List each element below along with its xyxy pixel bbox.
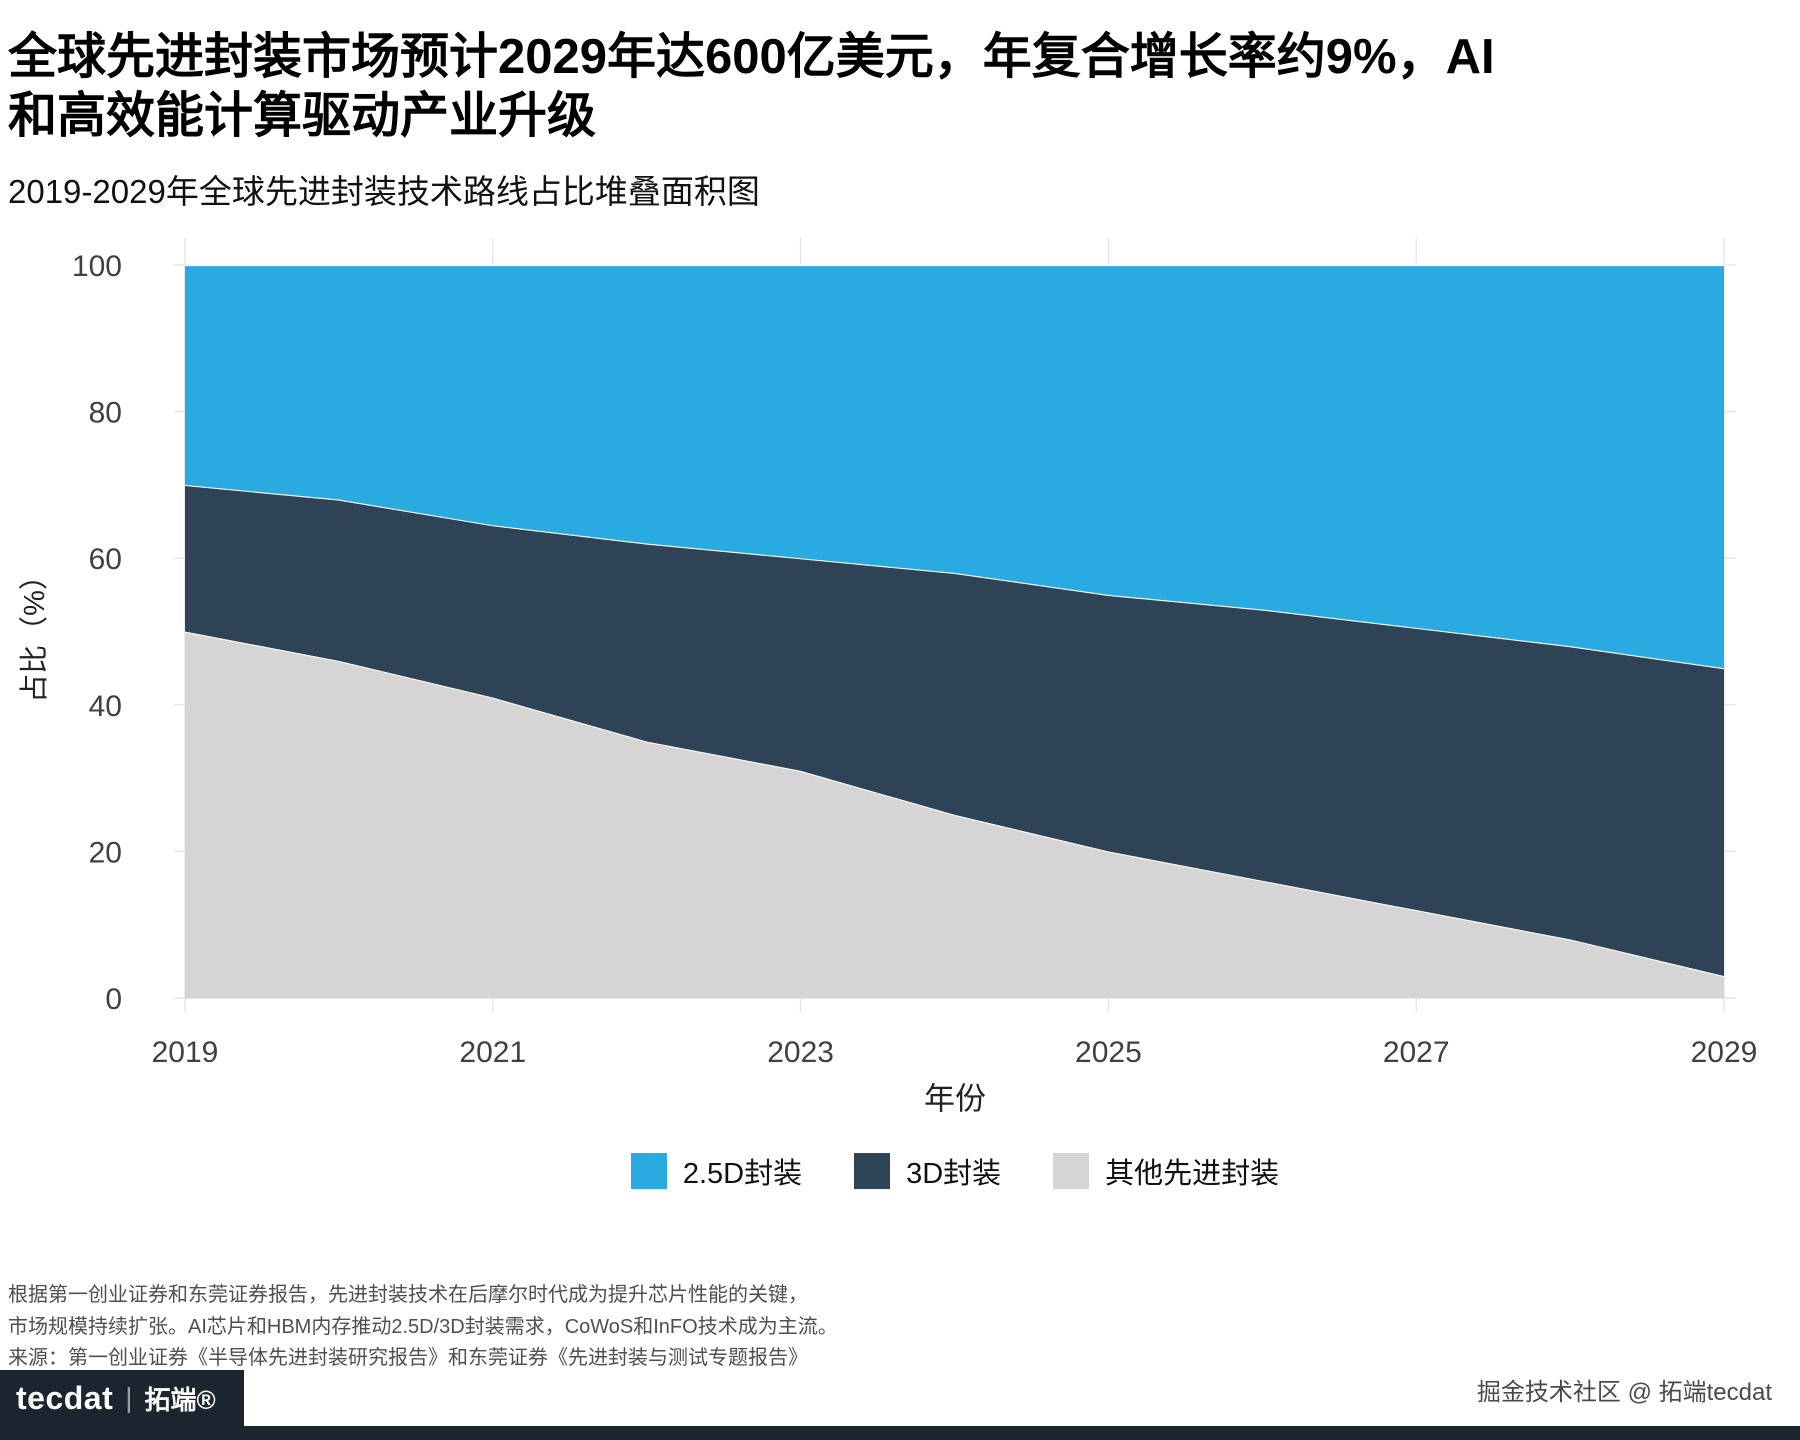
- legend: 2.5D封装 3D封装 其他先进封装: [185, 1150, 1725, 1192]
- legend-label-2-5d: 2.5D封装: [682, 1158, 803, 1190]
- area-3D封装: [185, 484, 1724, 977]
- y-tick-label: 40: [89, 690, 122, 723]
- legend-label-3d: 3D封装: [906, 1158, 1002, 1190]
- chart-subtitle: 2019-2029年全球先进封装技术路线占比堆叠面积图: [8, 173, 760, 210]
- footnote-line-1: 根据第一创业证券和东莞证券报告，先进封装技术在后摩尔时代成为提升芯片性能的关键，: [8, 1284, 808, 1306]
- bottom-bar: [0, 1426, 1800, 1440]
- x-tick-label: 2021: [459, 1036, 526, 1069]
- y-tick-label: 0: [105, 983, 122, 1016]
- y-tick-label: 80: [89, 397, 122, 430]
- y-axis-title: 占比（%）: [19, 561, 51, 703]
- footnote-line-3: 来源：第一创业证券《半导体先进封装研究报告》和东莞证券《先进封装与测试专题报告》: [8, 1347, 808, 1370]
- tecdat-logo: tecdat | 拓端®: [0, 1370, 244, 1426]
- page-title-line2: 和高效能计算驱动产业升级: [8, 88, 597, 143]
- legend-swatch-2-5d: [630, 1153, 667, 1189]
- community-credit: 掘金技术社区 @ 拓端tecdat: [1476, 1379, 1772, 1406]
- x-tick-label: 2019: [152, 1036, 219, 1069]
- legend-label-other: 其他先进封装: [1105, 1158, 1280, 1190]
- page-title: 全球先进封装市场预计2029年达600亿美元，年复合增长率约9%，AI 和高效能计…: [8, 28, 1495, 146]
- x-tick-label: 2023: [767, 1036, 834, 1069]
- area-2.5D封装: [185, 265, 1724, 669]
- logo-separator: |: [125, 1382, 133, 1413]
- footnote-line-2: 市场规模持续扩张。AI芯片和HBM内存推动2.5D/3D封装需求，CoWoS和I…: [8, 1315, 838, 1338]
- y-tick-label: 60: [89, 543, 122, 576]
- legend-swatch-3d: [854, 1153, 891, 1189]
- stacked-area-plot: 2019 2021 2023 2025 2027 2029 0 20 40 60 80 100: [72, 238, 1758, 1069]
- y-tick-label: 20: [89, 836, 122, 869]
- tecdat-brand-text: 拓端®: [144, 1384, 216, 1415]
- legend-item-3d: 3D封装: [854, 1150, 1001, 1192]
- x-tick-label: 2027: [1383, 1036, 1450, 1069]
- legend-item-other: 其他先进封装: [1053, 1150, 1279, 1192]
- tecdat-logo-text: tecdat: [16, 1379, 114, 1416]
- legend-swatch-other: [1053, 1153, 1090, 1189]
- x-tick-label: 2029: [1691, 1036, 1758, 1069]
- x-axis-title: 年份: [924, 1081, 986, 1117]
- footnotes: 根据第一创业证券和东莞证券报告，先进封装技术在后摩尔时代成为提升芯片性能的关键，…: [8, 1280, 838, 1375]
- page-title-line1: 全球先进封装市场预计2029年达600亿美元，年复合增长率约9%，AI: [8, 30, 1495, 84]
- legend-item-2-5d: 2.5D封装: [630, 1150, 803, 1192]
- y-tick-label: 100: [72, 250, 122, 283]
- x-tick-label: 2025: [1075, 1036, 1142, 1069]
